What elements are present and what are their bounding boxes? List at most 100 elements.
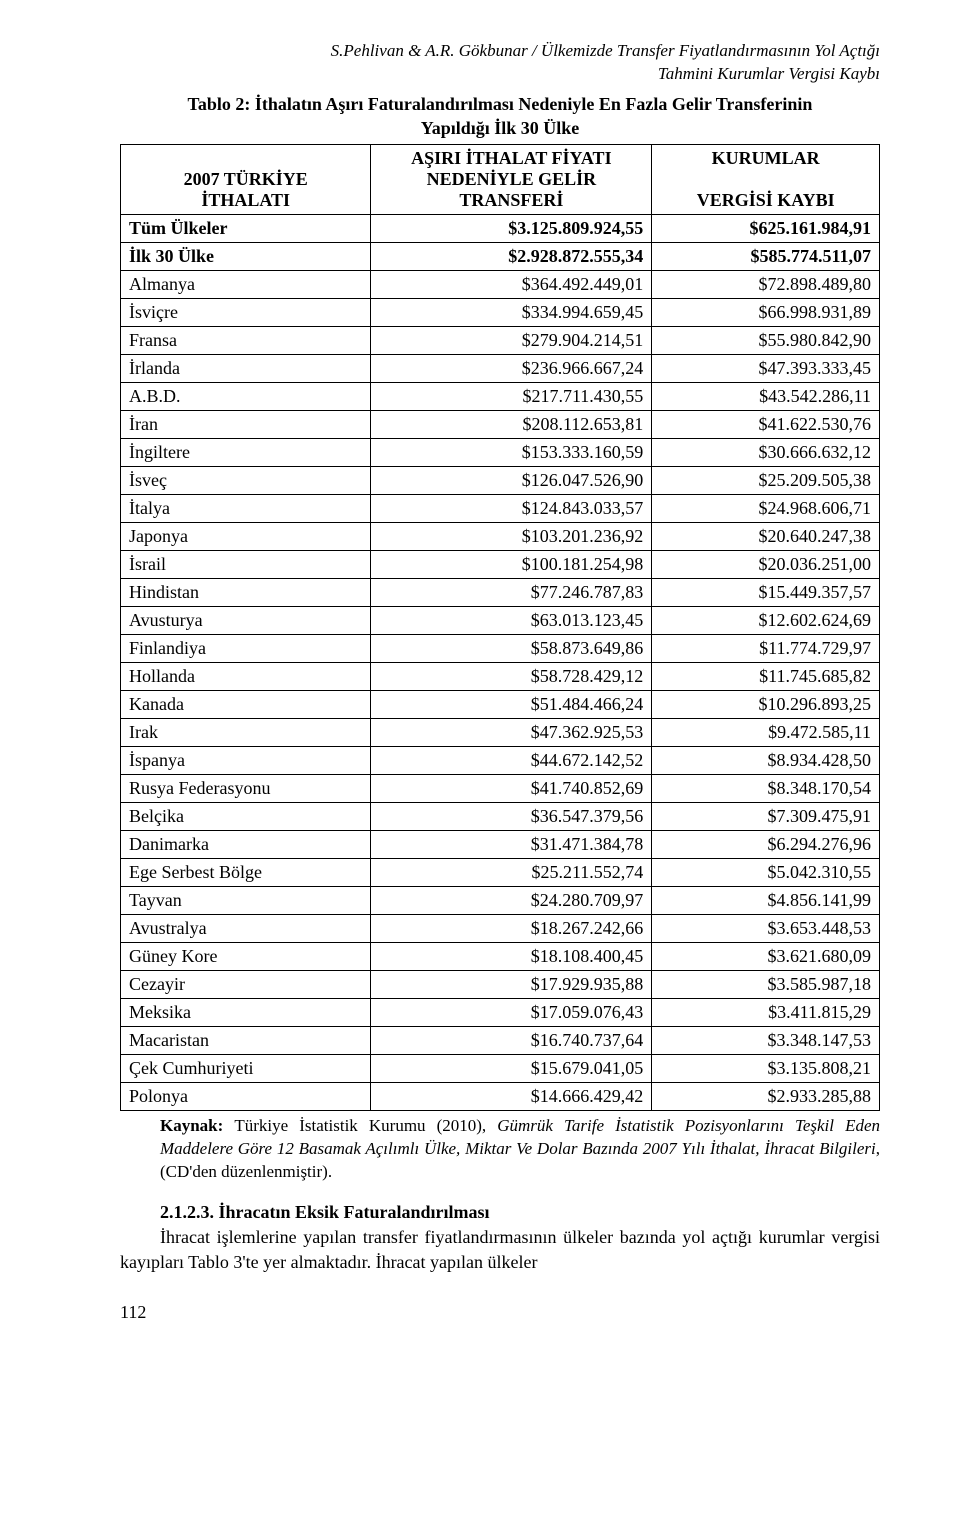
table-row: Japonya$103.201.236,92$20.640.247,38 <box>121 523 880 551</box>
cell-transfer: $17.059.076,43 <box>371 999 652 1027</box>
cell-taxloss: $3.621.680,09 <box>652 943 880 971</box>
table-row: Meksika$17.059.076,43$3.411.815,29 <box>121 999 880 1027</box>
cell-taxloss: $15.449.357,57 <box>652 579 880 607</box>
cell-transfer: $15.679.041,05 <box>371 1055 652 1083</box>
table-title-line1: Tablo 2: İthalatın Aşırı Faturalandırılm… <box>188 94 813 114</box>
table-row: İsviçre$334.994.659,45$66.998.931,89 <box>121 299 880 327</box>
table-row: Kanada$51.484.466,24$10.296.893,25 <box>121 691 880 719</box>
cell-taxloss: $24.968.606,71 <box>652 495 880 523</box>
cell-transfer: $208.112.653,81 <box>371 411 652 439</box>
table-title: Tablo 2: İthalatın Aşırı Faturalandırılm… <box>120 92 880 141</box>
cell-label: Çek Cumhuriyeti <box>121 1055 371 1083</box>
cell-taxloss: $41.622.530,76 <box>652 411 880 439</box>
table-row: İrlanda$236.966.667,24$47.393.333,45 <box>121 355 880 383</box>
table-row: Polonya$14.666.429,42$2.933.285,88 <box>121 1083 880 1111</box>
cell-transfer: $36.547.379,56 <box>371 803 652 831</box>
table-row: İran$208.112.653,81$41.622.530,76 <box>121 411 880 439</box>
table-row: Avusturya$63.013.123,45$12.602.624,69 <box>121 607 880 635</box>
table-row: Irak$47.362.925,53$9.472.585,11 <box>121 719 880 747</box>
cell-transfer: $41.740.852,69 <box>371 775 652 803</box>
running-head-line1: S.Pehlivan & A.R. Gökbunar / Ülkemizde T… <box>331 41 880 60</box>
cell-taxloss: $9.472.585,11 <box>652 719 880 747</box>
cell-taxloss: $8.348.170,54 <box>652 775 880 803</box>
cell-taxloss: $11.745.685,82 <box>652 663 880 691</box>
table-row: Macaristan$16.740.737,64$3.348.147,53 <box>121 1027 880 1055</box>
cell-taxloss: $47.393.333,45 <box>652 355 880 383</box>
cell-taxloss: $66.998.931,89 <box>652 299 880 327</box>
cell-taxloss: $3.348.147,53 <box>652 1027 880 1055</box>
table-row: Fransa$279.904.214,51$55.980.842,90 <box>121 327 880 355</box>
cell-label: Polonya <box>121 1083 371 1111</box>
cell-label: Avustralya <box>121 915 371 943</box>
cell-taxloss: $11.774.729,97 <box>652 635 880 663</box>
cell-label: Rusya Federasyonu <box>121 775 371 803</box>
cell-transfer: $16.740.737,64 <box>371 1027 652 1055</box>
table-row: İtalya$124.843.033,57$24.968.606,71 <box>121 495 880 523</box>
page: S.Pehlivan & A.R. Gökbunar / Ülkemizde T… <box>0 0 960 1383</box>
table-row: Almanya$364.492.449,01$72.898.489,80 <box>121 271 880 299</box>
table-row: Belçika$36.547.379,56$7.309.475,91 <box>121 803 880 831</box>
cell-label: Almanya <box>121 271 371 299</box>
cell-taxloss: $25.209.505,38 <box>652 467 880 495</box>
cell-taxloss: $3.585.987,18 <box>652 971 880 999</box>
table-total-row: Tüm Ülkeler$3.125.809.924,55$625.161.984… <box>121 215 880 243</box>
table-total-row: İlk 30 Ülke$2.928.872.555,34$585.774.511… <box>121 243 880 271</box>
data-table: 2007 TÜRKİYE İTHALATI AŞIRI İTHALAT FİYA… <box>120 144 880 1111</box>
cell-taxloss: $10.296.893,25 <box>652 691 880 719</box>
cell-transfer: $3.125.809.924,55 <box>371 215 652 243</box>
body-paragraph: İhracat işlemlerine yapılan transfer fiy… <box>120 1225 880 1274</box>
table-row: Güney Kore$18.108.400,45$3.621.680,09 <box>121 943 880 971</box>
table-row: Cezayir$17.929.935,88$3.585.987,18 <box>121 971 880 999</box>
cell-transfer: $24.280.709,97 <box>371 887 652 915</box>
cell-transfer: $14.666.429,42 <box>371 1083 652 1111</box>
cell-label: Meksika <box>121 999 371 1027</box>
cell-label: Kanada <box>121 691 371 719</box>
cell-transfer: $51.484.466,24 <box>371 691 652 719</box>
source-label: Kaynak: <box>160 1116 234 1135</box>
cell-label: Macaristan <box>121 1027 371 1055</box>
cell-label: Japonya <box>121 523 371 551</box>
cell-taxloss: $8.934.428,50 <box>652 747 880 775</box>
table-row: Hollanda$58.728.429,12$11.745.685,82 <box>121 663 880 691</box>
cell-transfer: $100.181.254,98 <box>371 551 652 579</box>
header-col1-line2: İTHALATI <box>201 190 290 210</box>
cell-label: İran <box>121 411 371 439</box>
cell-label: Avusturya <box>121 607 371 635</box>
cell-taxloss: $43.542.286,11 <box>652 383 880 411</box>
header-col2-line3: TRANSFERİ <box>459 190 563 210</box>
cell-label: Ege Serbest Bölge <box>121 859 371 887</box>
cell-transfer: $153.333.160,59 <box>371 439 652 467</box>
cell-label: Finlandiya <box>121 635 371 663</box>
table-row: İsrail$100.181.254,98$20.036.251,00 <box>121 551 880 579</box>
cell-taxloss: $20.640.247,38 <box>652 523 880 551</box>
cell-transfer: $31.471.384,78 <box>371 831 652 859</box>
header-col2-line1: AŞIRI İTHALAT FİYATI <box>411 148 611 168</box>
table-row: A.B.D.$217.711.430,55$43.542.286,11 <box>121 383 880 411</box>
header-col3-line2: VERGİSİ KAYBI <box>697 190 835 210</box>
cell-label: Tüm Ülkeler <box>121 215 371 243</box>
cell-taxloss: $12.602.624,69 <box>652 607 880 635</box>
table-row: Rusya Federasyonu$41.740.852,69$8.348.17… <box>121 775 880 803</box>
table-body: Tüm Ülkeler$3.125.809.924,55$625.161.984… <box>121 215 880 1111</box>
cell-transfer: $47.362.925,53 <box>371 719 652 747</box>
cell-label: Hollanda <box>121 663 371 691</box>
header-col1: 2007 TÜRKİYE İTHALATI <box>121 145 371 215</box>
cell-taxloss: $20.036.251,00 <box>652 551 880 579</box>
cell-transfer: $126.047.526,90 <box>371 467 652 495</box>
cell-transfer: $279.904.214,51 <box>371 327 652 355</box>
cell-taxloss: $72.898.489,80 <box>652 271 880 299</box>
cell-label: İngiltere <box>121 439 371 467</box>
cell-transfer: $58.873.649,86 <box>371 635 652 663</box>
cell-transfer: $18.108.400,45 <box>371 943 652 971</box>
table-row: Çek Cumhuriyeti$15.679.041,05$3.135.808,… <box>121 1055 880 1083</box>
cell-taxloss: $4.856.141,99 <box>652 887 880 915</box>
table-row: Avustralya$18.267.242,66$3.653.448,53 <box>121 915 880 943</box>
cell-taxloss: $2.933.285,88 <box>652 1083 880 1111</box>
cell-label: Hindistan <box>121 579 371 607</box>
header-col3-line1: KURUMLAR <box>712 148 820 168</box>
cell-transfer: $17.929.935,88 <box>371 971 652 999</box>
running-head-line2: Tahmini Kurumlar Vergisi Kaybı <box>658 64 880 83</box>
cell-transfer: $364.492.449,01 <box>371 271 652 299</box>
cell-transfer: $25.211.552,74 <box>371 859 652 887</box>
cell-transfer: $63.013.123,45 <box>371 607 652 635</box>
